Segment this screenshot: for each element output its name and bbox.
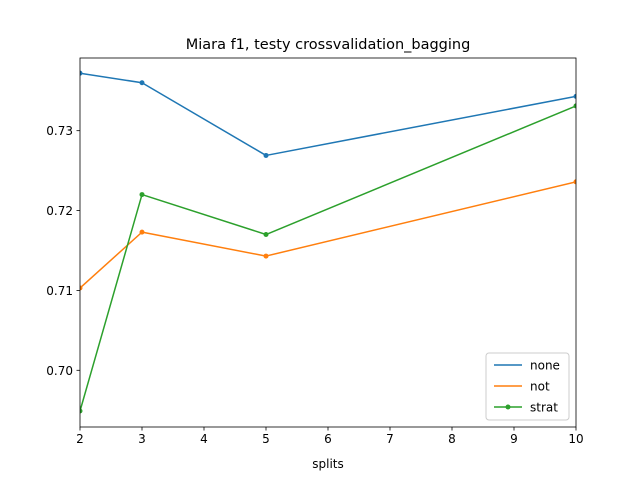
x-tick-label: 2 bbox=[76, 432, 84, 446]
chart-title: Miara f1, testy crossvalidation_bagging bbox=[186, 37, 471, 53]
legend-marker-strat bbox=[505, 404, 511, 410]
series-line-none bbox=[80, 72, 576, 157]
data-point-not bbox=[573, 179, 576, 185]
y-tick-label: 0.71 bbox=[46, 284, 73, 298]
y-axis: 0.70 0.71 0.72 0.73 bbox=[46, 124, 80, 378]
x-tick-label: 4 bbox=[200, 432, 208, 446]
series-line-strat bbox=[80, 105, 576, 412]
x-tick-label: 9 bbox=[510, 432, 518, 446]
data-point-not bbox=[139, 229, 145, 235]
x-tick-label: 3 bbox=[138, 432, 146, 446]
legend-label-none: none bbox=[530, 359, 560, 373]
series-not bbox=[80, 179, 576, 291]
legend-label-strat: strat bbox=[530, 401, 558, 415]
data-point-strat bbox=[573, 103, 576, 109]
data-point-not bbox=[263, 253, 269, 259]
x-axis: 2 3 4 5 6 7 8 9 10 bbox=[76, 427, 584, 446]
series-none bbox=[80, 70, 576, 158]
y-tick-label: 0.70 bbox=[46, 364, 73, 378]
y-tick-label: 0.73 bbox=[46, 124, 73, 138]
legend-label-not: not bbox=[530, 380, 550, 394]
x-tick-label: 7 bbox=[386, 432, 394, 446]
x-tick-label: 5 bbox=[262, 432, 270, 446]
legend-box bbox=[485, 352, 570, 421]
data-point-not bbox=[80, 285, 83, 291]
legend: none not strat bbox=[485, 352, 570, 421]
series-strat bbox=[80, 103, 576, 414]
data-point-none bbox=[80, 70, 83, 76]
y-tick-label: 0.72 bbox=[46, 204, 73, 218]
x-tick-label: 10 bbox=[568, 432, 583, 446]
data-point-none bbox=[263, 152, 269, 158]
data-point-none bbox=[139, 80, 145, 86]
data-point-strat bbox=[263, 232, 269, 238]
x-tick-label: 6 bbox=[324, 432, 332, 446]
series-line-not bbox=[80, 181, 576, 289]
data-point-strat bbox=[139, 192, 145, 198]
x-tick-label: 8 bbox=[448, 432, 456, 446]
data-point-none bbox=[573, 93, 576, 99]
x-axis-label: splits bbox=[312, 457, 344, 471]
data-point-strat bbox=[80, 408, 83, 414]
